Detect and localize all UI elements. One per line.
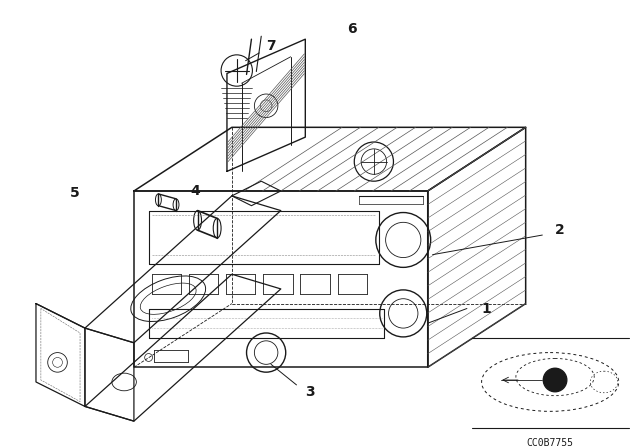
Circle shape (221, 55, 252, 86)
Circle shape (543, 368, 567, 392)
Text: 7: 7 (266, 39, 276, 53)
Text: 5: 5 (70, 186, 80, 200)
Text: 1: 1 (482, 302, 492, 315)
Text: 2: 2 (555, 223, 565, 237)
Text: 4: 4 (191, 184, 200, 198)
Text: 6: 6 (348, 22, 357, 36)
Circle shape (355, 142, 394, 181)
Text: 3: 3 (305, 385, 315, 399)
Text: CC0B7755: CC0B7755 (527, 438, 573, 448)
